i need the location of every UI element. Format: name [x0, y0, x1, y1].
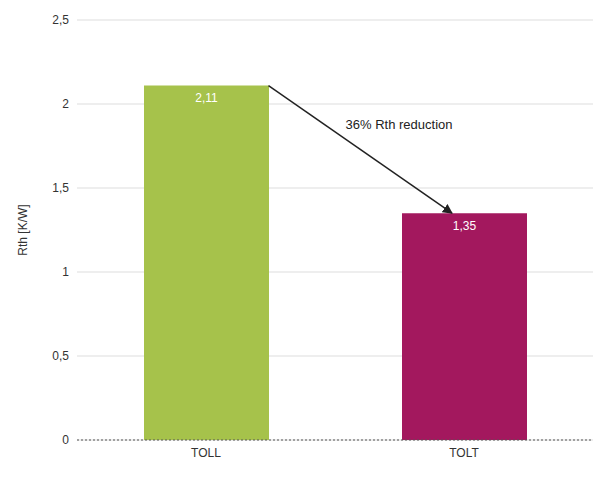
svg-text:2,5: 2,5 [52, 13, 69, 27]
svg-text:1: 1 [62, 265, 69, 279]
svg-text:1,35: 1,35 [453, 219, 477, 233]
svg-text:Rth [K/W]: Rth [K/W] [16, 204, 30, 255]
svg-text:0: 0 [62, 433, 69, 447]
svg-text:1,5: 1,5 [52, 181, 69, 195]
svg-text:2,11: 2,11 [195, 91, 218, 105]
svg-text:2: 2 [62, 97, 69, 111]
svg-text:0,5: 0,5 [52, 349, 69, 363]
svg-text:TOLT: TOLT [449, 446, 479, 460]
svg-text:TOLL: TOLL [191, 446, 221, 460]
svg-text:36% Rth reduction: 36% Rth reduction [346, 117, 453, 132]
